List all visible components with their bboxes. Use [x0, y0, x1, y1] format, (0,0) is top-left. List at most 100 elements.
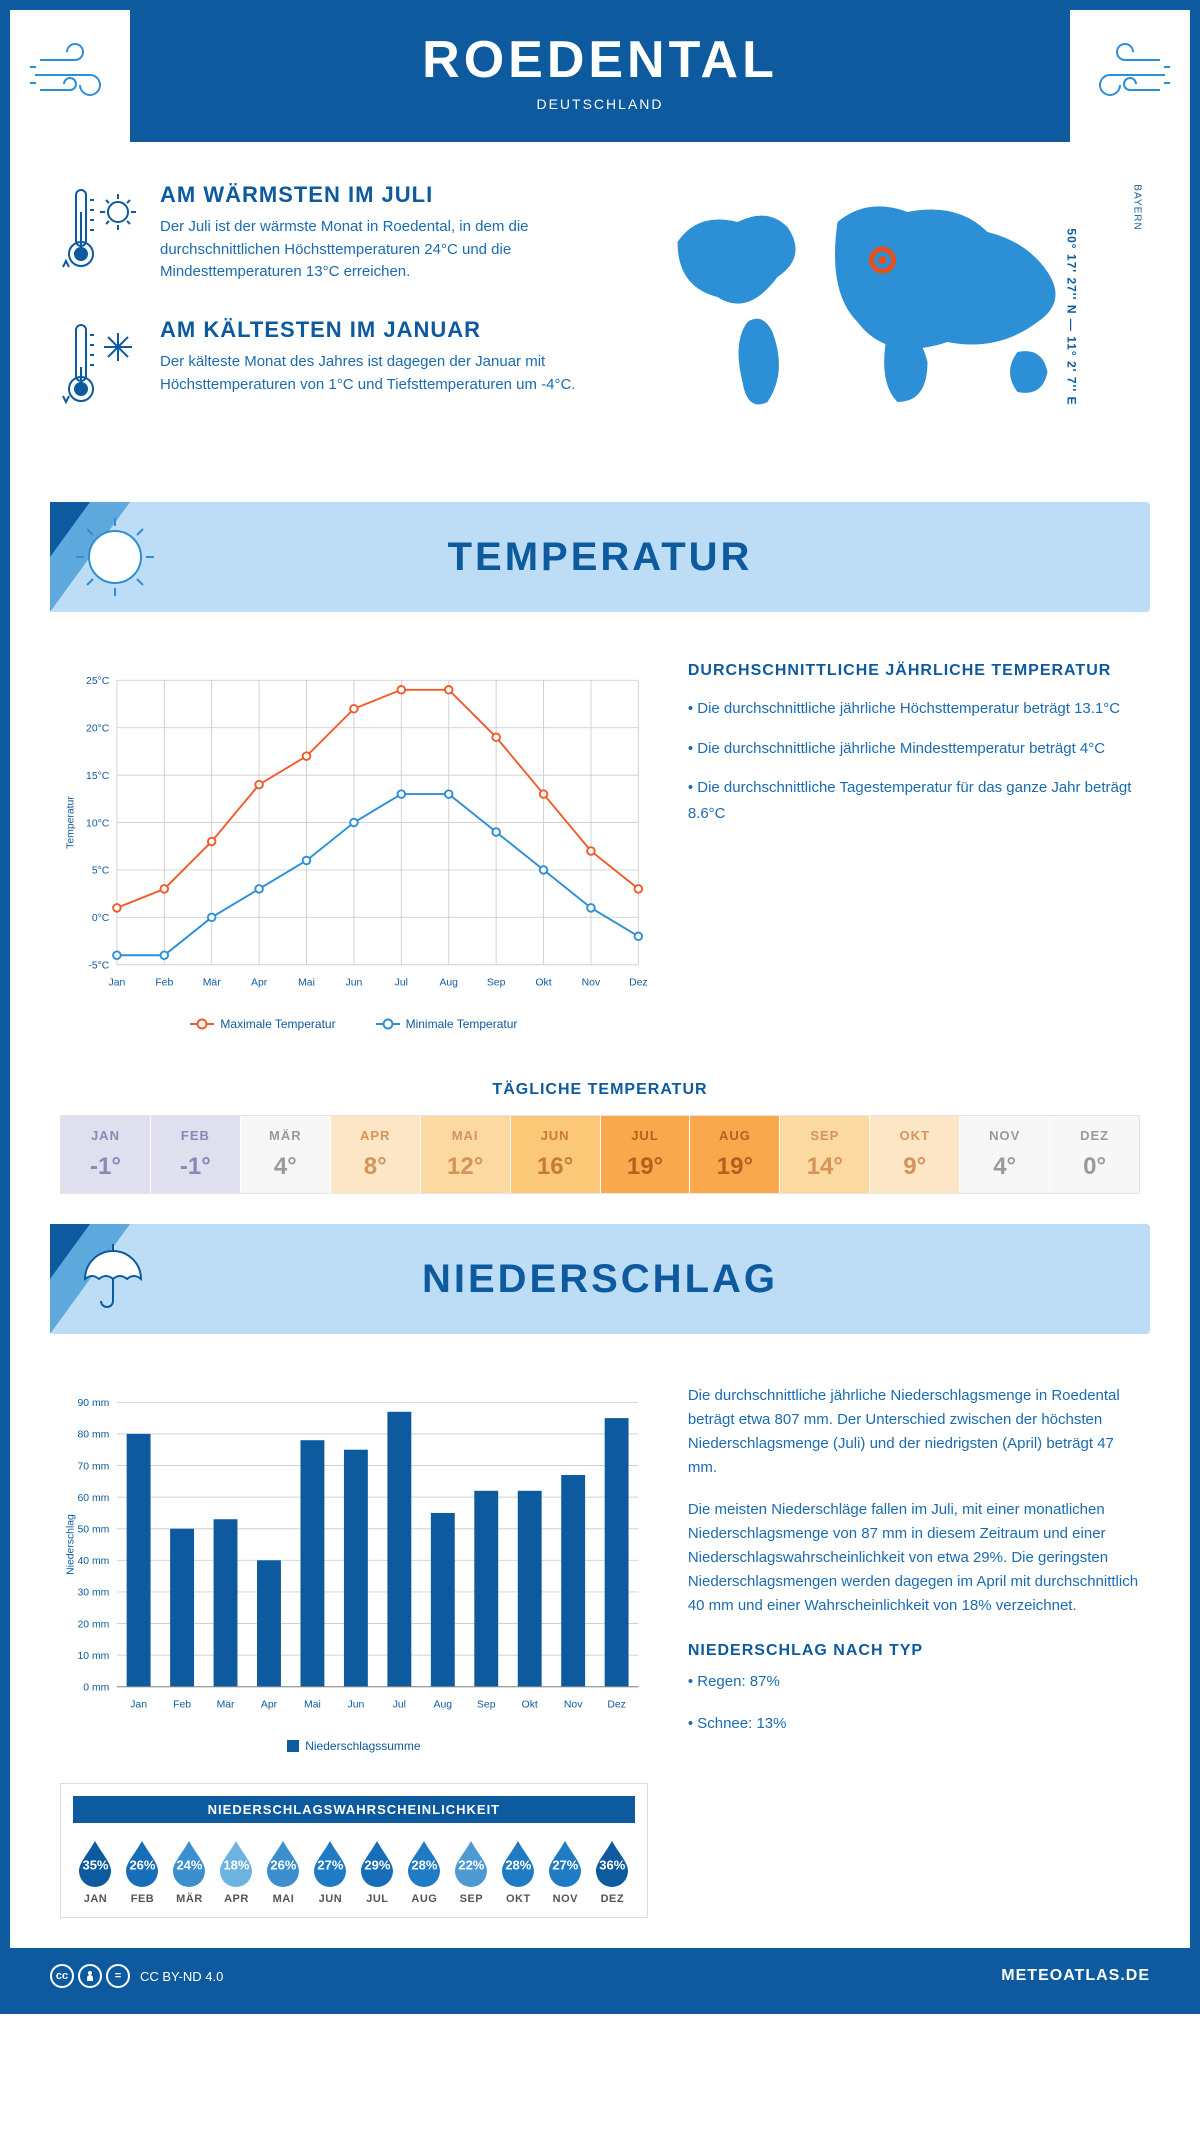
intro-section: AM WÄRMSTEN IM JULI Der Juli ist der wär… [10, 142, 1190, 482]
daily-temp-grid: JAN-1°FEB-1°MÄR4°APR8°MAI12°JUN16°JUL19°… [60, 1115, 1140, 1194]
precipitation-title: NIEDERSCHLAG [50, 1257, 1150, 1302]
svg-text:Mai: Mai [298, 978, 315, 989]
temperature-title: TEMPERATUR [50, 535, 1150, 580]
world-map [615, 182, 1140, 422]
svg-text:Feb: Feb [173, 1700, 191, 1711]
daily-temp-cell: DEZ0° [1050, 1116, 1139, 1193]
daily-temp-cell: SEP14° [780, 1116, 870, 1193]
precip-prob-item: 27%JUN [308, 1837, 353, 1905]
precip-type-line: • Schnee: 13% [688, 1712, 1140, 1736]
precip-prob-item: 18%APR [214, 1837, 259, 1905]
svg-text:0 mm: 0 mm [83, 1683, 109, 1694]
svg-text:Niederschlag: Niederschlag [65, 1514, 76, 1575]
thermometer-hot-icon [60, 182, 140, 287]
warmest-text: Der Juli ist der wärmste Monat in Roeden… [160, 216, 585, 284]
svg-text:50 mm: 50 mm [77, 1525, 109, 1536]
svg-text:Jul: Jul [393, 1700, 406, 1711]
precip-prob-title: NIEDERSCHLAGSWAHRSCHEINLICHKEIT [73, 1796, 635, 1823]
precip-prob-item: 26%MAI [261, 1837, 306, 1905]
daily-temp-cell: JUL19° [601, 1116, 691, 1193]
daily-temp-cell: OKT9° [870, 1116, 960, 1193]
precip-prob-item: 28%AUG [402, 1837, 447, 1905]
svg-text:20 mm: 20 mm [77, 1619, 109, 1630]
temperature-chart: -5°C0°C5°C10°C15°C20°C25°CJanFebMärAprMa… [60, 662, 648, 1031]
temperature-header: TEMPERATUR [50, 502, 1150, 612]
svg-text:70 mm: 70 mm [77, 1461, 109, 1472]
svg-text:15°C: 15°C [86, 771, 110, 782]
svg-text:40 mm: 40 mm [77, 1556, 109, 1567]
temp-info-line: • Die durchschnittliche jährliche Mindes… [688, 736, 1140, 762]
svg-text:Okt: Okt [522, 1700, 538, 1711]
svg-text:Feb: Feb [155, 978, 173, 989]
svg-text:30 mm: 30 mm [77, 1588, 109, 1599]
precip-prob-item: 26%FEB [120, 1837, 165, 1905]
svg-text:Aug: Aug [439, 978, 458, 989]
temp-info-line: • Die durchschnittliche jährliche Höchst… [688, 696, 1140, 722]
temp-info-line: • Die durchschnittliche Tagestemperatur … [688, 775, 1140, 826]
coldest-title: AM KÄLTESTEN IM JANUAR [160, 317, 585, 343]
daily-temp-cell: APR8° [331, 1116, 421, 1193]
umbrella-icon [70, 1234, 150, 1319]
precip-text-2: Die meisten Niederschläge fallen im Juli… [688, 1498, 1140, 1618]
license-text: CC BY-ND 4.0 [140, 1969, 223, 1984]
legend-precip-label: Niederschlagssumme [305, 1739, 420, 1753]
svg-text:Apr: Apr [261, 1700, 278, 1711]
precipitation-section: 0 mm10 mm20 mm30 mm40 mm50 mm60 mm70 mm8… [10, 1354, 1190, 1948]
temperature-info: DURCHSCHNITTLICHE JÄHRLICHE TEMPERATUR •… [688, 662, 1140, 1031]
svg-text:80 mm: 80 mm [77, 1430, 109, 1441]
precipitation-info: Die durchschnittliche jährliche Niedersc… [688, 1384, 1140, 1918]
svg-text:25°C: 25°C [86, 676, 110, 687]
svg-text:Jun: Jun [347, 1700, 364, 1711]
svg-text:Aug: Aug [434, 1700, 453, 1711]
header: ROEDENTAL DEUTSCHLAND [130, 10, 1070, 142]
temperature-info-title: DURCHSCHNITTLICHE JÄHRLICHE TEMPERATUR [688, 662, 1140, 680]
legend-min-label: Minimale Temperatur [406, 1017, 518, 1031]
svg-text:Jun: Jun [346, 978, 363, 989]
svg-text:10 mm: 10 mm [77, 1651, 109, 1662]
svg-text:Okt: Okt [535, 978, 551, 989]
page-title: ROEDENTAL [170, 30, 1030, 90]
warmest-title: AM WÄRMSTEN IM JULI [160, 182, 585, 208]
svg-text:Mär: Mär [217, 1700, 235, 1711]
precip-prob-item: 36%DEZ [590, 1837, 635, 1905]
svg-text:Mär: Mär [203, 978, 221, 989]
svg-text:5°C: 5°C [92, 866, 110, 877]
precip-text-1: Die durchschnittliche jährliche Niedersc… [688, 1384, 1140, 1480]
precipitation-chart: 0 mm10 mm20 mm30 mm40 mm50 mm60 mm70 mm8… [60, 1384, 648, 1753]
infographic-page: ROEDENTAL DEUTSCHLAND AM WÄRMSTEN IM JUL… [0, 0, 1200, 2014]
svg-text:Mai: Mai [304, 1700, 321, 1711]
daily-temp-cell: JAN-1° [61, 1116, 151, 1193]
precipitation-header: NIEDERSCHLAG [50, 1224, 1150, 1334]
svg-text:Jan: Jan [130, 1700, 147, 1711]
svg-text:Apr: Apr [251, 978, 268, 989]
wind-icon [30, 40, 120, 115]
daily-temp-cell: FEB-1° [151, 1116, 241, 1193]
svg-text:Dez: Dez [607, 1700, 626, 1711]
daily-temp-title: TÄGLICHE TEMPERATUR [10, 1081, 1190, 1099]
svg-text:10°C: 10°C [86, 818, 110, 829]
precip-prob-item: 28%OKT [496, 1837, 541, 1905]
thermometer-cold-icon [60, 317, 140, 422]
svg-text:Jan: Jan [108, 978, 125, 989]
precipitation-legend: Niederschlagssumme [60, 1739, 648, 1753]
svg-text:Dez: Dez [629, 978, 648, 989]
svg-text:Jul: Jul [395, 978, 408, 989]
svg-text:20°C: 20°C [86, 724, 110, 735]
cc-icons: cc = [50, 1964, 130, 1988]
precip-prob-item: 27%NOV [543, 1837, 588, 1905]
svg-text:Sep: Sep [477, 1700, 496, 1711]
daily-temp-cell: MAI12° [421, 1116, 511, 1193]
daily-temp-cell: AUG19° [690, 1116, 780, 1193]
precipitation-probability: NIEDERSCHLAGSWAHRSCHEINLICHKEIT 35%JAN26… [60, 1783, 648, 1918]
daily-temp-cell: JUN16° [511, 1116, 601, 1193]
sun-icon [70, 512, 160, 607]
precip-prob-item: 24%MÄR [167, 1837, 212, 1905]
coldest-text: Der kälteste Monat des Jahres ist dagege… [160, 351, 585, 396]
footer: cc = CC BY-ND 4.0 METEOATLAS.DE [10, 1948, 1190, 2004]
svg-text:Temperatur: Temperatur [65, 796, 76, 849]
svg-text:-5°C: -5°C [88, 961, 109, 972]
legend-max-label: Maximale Temperatur [220, 1017, 335, 1031]
svg-text:Nov: Nov [564, 1700, 583, 1711]
precip-type-line: • Regen: 87% [688, 1670, 1140, 1694]
wind-icon [1080, 40, 1170, 115]
